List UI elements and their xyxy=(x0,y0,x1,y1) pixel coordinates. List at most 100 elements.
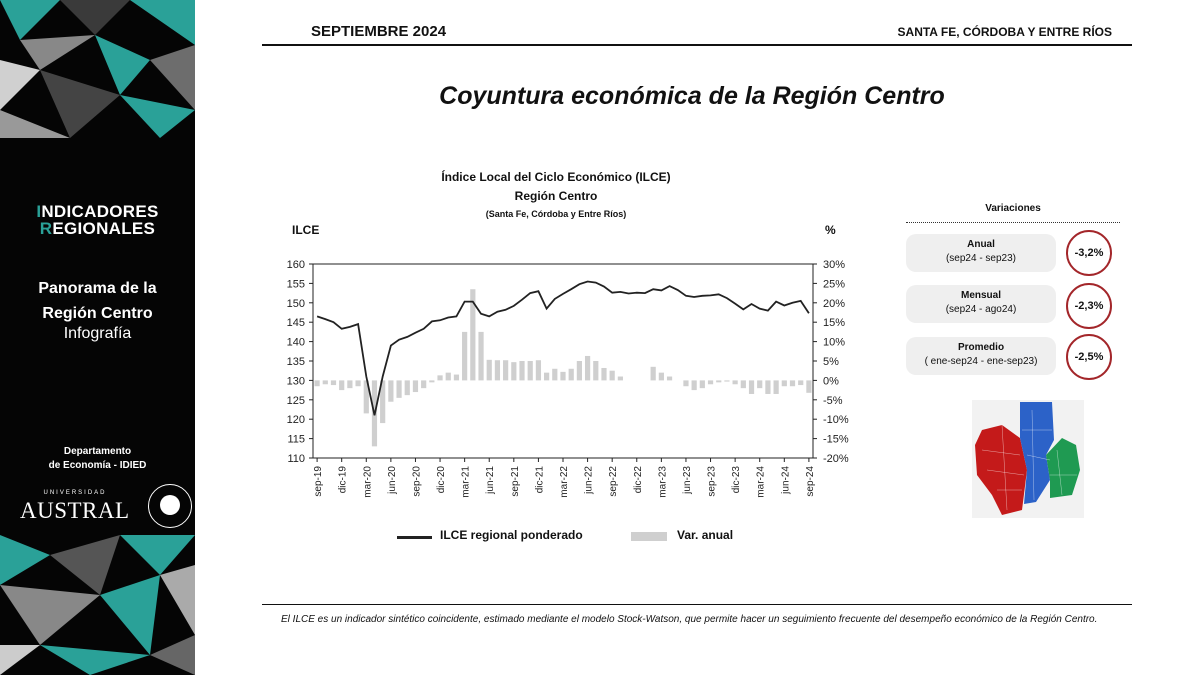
tick-label-x: dic-22 xyxy=(633,466,644,494)
tick-label-right: 15% xyxy=(823,317,845,329)
map-entre-rios xyxy=(1046,438,1080,498)
bar-var-anual xyxy=(568,368,574,381)
tick-label-x: jun-20 xyxy=(387,466,398,495)
tick-label-x: jun-24 xyxy=(780,466,791,495)
bar-var-anual xyxy=(388,380,394,402)
university-seal-icon xyxy=(148,484,192,528)
tick-label-left: 125 xyxy=(287,395,305,407)
brand-line-1: INDICADORES xyxy=(36,202,159,221)
bar-var-anual xyxy=(347,380,353,389)
bar-var-anual xyxy=(396,380,402,398)
tick-label-right: -15% xyxy=(823,434,849,446)
footnote-divider xyxy=(262,604,1132,605)
bar-var-anual xyxy=(494,360,501,381)
tick-label-x: dic-21 xyxy=(534,466,545,494)
bar-var-anual xyxy=(486,359,492,381)
tick-label-right: -5% xyxy=(823,395,843,407)
panorama-line-2: Región Centro xyxy=(42,305,153,322)
bar-var-anual xyxy=(707,380,714,385)
var-label: Anual xyxy=(967,239,995,250)
tick-label-left: 155 xyxy=(287,278,305,290)
bar-var-anual xyxy=(609,370,615,381)
panorama-line-1: Panorama de la xyxy=(38,280,157,297)
var-pill-mensual: Mensual (sep24 - ago24) xyxy=(906,285,1056,323)
bar-var-anual xyxy=(658,372,664,381)
tick-label-x: jun-23 xyxy=(682,466,693,495)
tick-label-left: 135 xyxy=(287,356,305,368)
bar-var-anual xyxy=(412,380,419,393)
var-pill-promedio: Promedio ( ene-sep24 - ene-sep23) xyxy=(906,337,1056,375)
page-title: Coyuntura económica de la Región Centro xyxy=(439,82,945,110)
department-label: Departamento de Economía - IDIED xyxy=(0,445,195,473)
var-period: ( ene-sep24 - ene-sep23) xyxy=(924,356,1038,367)
tick-label-x: sep-22 xyxy=(608,466,619,497)
map-cordoba xyxy=(975,425,1027,515)
bar-var-anual xyxy=(757,380,763,389)
bar-var-anual xyxy=(773,380,779,394)
brand-title: INDICADORES REGIONALES xyxy=(0,203,195,237)
bar-var-anual xyxy=(339,380,345,391)
tick-label-right: 10% xyxy=(823,337,845,349)
tick-label-right: 25% xyxy=(823,278,845,290)
tick-label-x: jun-22 xyxy=(584,466,595,495)
var-label: Promedio xyxy=(957,342,1005,353)
tick-label-x: dic-23 xyxy=(731,466,742,494)
var-label: Mensual xyxy=(960,290,1001,301)
bar-var-anual xyxy=(453,374,460,381)
sidebar: INDICADORES REGIONALES Panorama de la Re… xyxy=(0,0,195,675)
bar-var-anual xyxy=(404,380,410,396)
bar-var-anual xyxy=(330,380,337,386)
report-region: SANTA FE, CÓRDOBA Y ENTRE RÍOS xyxy=(897,25,1112,39)
tick-label-left: 120 xyxy=(287,414,305,426)
bar-var-anual xyxy=(421,380,427,389)
tick-label-x: mar-20 xyxy=(362,466,373,498)
tick-label-right: 30% xyxy=(823,259,845,271)
tick-label-x: sep-23 xyxy=(707,466,718,497)
tick-label-x: sep-24 xyxy=(805,466,816,497)
footnote: El ILCE es un indicador sintético coinci… xyxy=(281,614,1098,625)
austral-logo: UNIVERSIDAD AUSTRAL xyxy=(20,484,192,528)
variaciones-title: Variaciones xyxy=(985,203,1041,214)
bar-var-anual xyxy=(666,376,673,381)
bar-var-anual xyxy=(691,380,697,391)
bar-var-anual xyxy=(740,380,746,389)
bar-var-anual xyxy=(552,368,558,381)
var-period: (sep24 - ago24) xyxy=(945,304,1017,315)
bar-var-anual xyxy=(781,380,787,387)
tick-label-x: mar-21 xyxy=(461,466,472,498)
var-period: (sep24 - sep23) xyxy=(945,253,1017,264)
bar-var-anual xyxy=(798,380,804,386)
tick-label-left: 150 xyxy=(287,298,305,310)
bar-var-anual xyxy=(478,331,484,381)
chart-subtitle: Región Centro xyxy=(514,189,598,203)
legend-line-swatch xyxy=(397,536,432,539)
bar-var-anual xyxy=(789,380,796,387)
var-value-anual: -3,2% xyxy=(1066,230,1112,276)
bar-var-anual xyxy=(683,380,689,387)
y-axis-left-label: ILCE xyxy=(292,223,320,237)
legend-line-label: ILCE regional ponderado xyxy=(440,528,583,542)
bar-var-anual xyxy=(437,375,443,381)
tick-label-left: 145 xyxy=(287,317,305,329)
dept-line-1: Departamento xyxy=(63,446,132,457)
tick-label-x: sep-21 xyxy=(510,466,521,497)
bar-var-anual xyxy=(429,380,435,383)
bar-var-anual xyxy=(462,331,468,381)
tick-label-x: sep-20 xyxy=(411,466,422,497)
bar-var-anual xyxy=(650,366,656,381)
univ-small-label: UNIVERSIDAD xyxy=(43,490,107,496)
variaciones-divider xyxy=(906,222,1120,223)
bar-var-anual xyxy=(716,380,722,383)
bar-var-anual xyxy=(593,361,599,381)
report-date: SEPTIEMBRE 2024 xyxy=(311,23,447,40)
bar-var-anual xyxy=(732,380,738,385)
infografia-label: Infografía xyxy=(63,325,132,342)
univ-name: AUSTRAL xyxy=(20,498,130,523)
bar-var-anual xyxy=(322,380,328,385)
bar-var-anual xyxy=(511,362,517,381)
bar-var-anual xyxy=(527,361,533,381)
legend-bar-swatch xyxy=(631,532,667,541)
var-pill-anual: Anual (sep24 - sep23) xyxy=(906,234,1056,272)
bar-var-anual xyxy=(576,361,582,381)
dept-line-2: de Economía - IDIED xyxy=(48,460,147,471)
